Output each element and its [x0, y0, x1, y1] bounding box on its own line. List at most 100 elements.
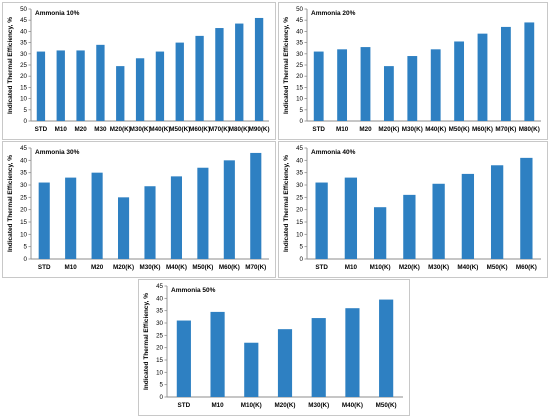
bar — [197, 167, 209, 259]
y-tick-label: 40 — [296, 157, 303, 164]
x-tick-label: M70(K) — [209, 126, 230, 133]
y-tick-label: 25 — [20, 62, 27, 69]
bar — [195, 35, 204, 121]
x-tick-label: M10 — [211, 402, 224, 409]
x-tick-label: M20(K) — [110, 126, 131, 133]
chart-title: Ammonia 50% — [171, 287, 216, 294]
bar — [118, 197, 130, 259]
x-tick-label: M10 — [345, 264, 358, 271]
bar — [461, 173, 475, 259]
y-tick-label: 40 — [156, 295, 163, 302]
y-tick-label: 35 — [156, 308, 163, 315]
chart-title: Ammonia 30% — [35, 149, 80, 156]
x-tick-label: M10 — [336, 126, 349, 133]
bar — [144, 186, 156, 259]
y-tick-label: 20 — [296, 207, 303, 214]
x-tick-label: M20(K) — [399, 264, 420, 271]
x-tick-label: STD — [178, 402, 191, 409]
bar — [379, 299, 394, 397]
bar — [490, 165, 504, 259]
x-tick-label: M60(K) — [219, 264, 240, 271]
x-tick-label: M40(K) — [149, 126, 170, 133]
y-tick-label: 35 — [296, 170, 303, 177]
y-tick-label: 5 — [300, 244, 304, 251]
y-tick-label: 45 — [296, 145, 303, 152]
bar — [500, 26, 511, 122]
x-tick-label: M30(K) — [308, 402, 329, 409]
y-tick-label: 10 — [156, 369, 163, 376]
bar — [315, 182, 328, 259]
y-tick-label: 0 — [300, 118, 304, 125]
y-tick-label: 25 — [296, 194, 303, 201]
x-tick-label: M10(K) — [241, 402, 262, 409]
y-tick-label: 30 — [296, 182, 303, 189]
y-tick-label: 15 — [20, 219, 27, 226]
y-tick-label: 25 — [20, 194, 27, 201]
x-tick-label: M20(K) — [275, 402, 296, 409]
y-tick-label: 25 — [156, 332, 163, 339]
y-tick-label: 0 — [24, 256, 28, 263]
y-tick-label: 20 — [20, 73, 27, 80]
x-tick-label: M70(K) — [495, 126, 516, 133]
chart-title: Ammonia 10% — [35, 10, 80, 17]
bar — [373, 207, 387, 259]
y-tick-label: 10 — [296, 96, 303, 103]
bar — [250, 152, 262, 259]
bar — [91, 172, 103, 259]
bar — [155, 51, 165, 122]
x-tick-label: M90(K) — [249, 126, 270, 133]
y-tick-label: 30 — [296, 51, 303, 58]
chart-title: Ammonia 20% — [311, 10, 356, 17]
y-tick-label: 15 — [20, 84, 27, 91]
x-tick-label: M20 — [91, 264, 104, 271]
bar — [254, 17, 264, 121]
x-tick-label: M20 — [359, 126, 372, 133]
y-tick-label: 5 — [24, 107, 28, 114]
bar — [176, 320, 191, 397]
y-axis-label: Indicated Thermal Efficiency, % — [283, 16, 290, 114]
y-tick-label: 20 — [20, 207, 27, 214]
bar — [215, 28, 224, 121]
bar — [430, 49, 441, 121]
y-tick-label: 0 — [300, 256, 304, 263]
x-tick-label: M50(K) — [487, 264, 508, 271]
bar — [175, 42, 184, 121]
x-tick-label: M30(K) — [130, 126, 151, 133]
bar — [210, 311, 225, 397]
y-tick-label: 45 — [20, 17, 27, 24]
bar — [235, 23, 244, 122]
y-axis-label: Indicated Thermal Efficiency, % — [143, 292, 150, 390]
bar — [524, 22, 535, 121]
x-tick-label: M40(K) — [166, 264, 187, 271]
y-tick-label: 5 — [300, 107, 304, 114]
bar — [454, 41, 465, 122]
x-tick-label: M10(K) — [370, 264, 391, 271]
y-tick-label: 35 — [20, 40, 27, 47]
x-tick-label: M40(K) — [342, 402, 363, 409]
y-axis-label: Indicated Thermal Efficiency, % — [7, 16, 14, 114]
x-tick-label: M10 — [55, 126, 68, 133]
chart-panel-ammonia-50: 0 5 10 15 20 25 30 35 40 45 STD M10 M10(K) M20(K) M30(… — [138, 279, 410, 416]
x-tick-label: STD — [38, 264, 51, 271]
x-tick-label: M50(K) — [449, 126, 470, 133]
bar — [432, 183, 445, 259]
x-tick-label: STD — [312, 126, 325, 133]
bar — [56, 50, 65, 121]
bar — [407, 56, 418, 121]
y-tick-label: 10 — [20, 96, 27, 103]
bar — [96, 44, 105, 122]
bar — [311, 318, 326, 397]
y-tick-label: 30 — [20, 51, 27, 58]
x-tick-label: M30 — [94, 126, 107, 133]
y-tick-label: 40 — [20, 157, 27, 164]
x-tick-label: M20 — [74, 126, 87, 133]
bar — [344, 177, 358, 259]
x-tick-label: M30(K) — [140, 264, 161, 271]
chart-svg: 0 5 10 15 20 25 30 35 40 45 STD M10 M20 M20(K) M30(K) M… — [20, 145, 269, 271]
y-tick-label: 50 — [296, 6, 303, 13]
x-tick-label: M60(K) — [516, 264, 537, 271]
bar — [337, 49, 348, 121]
bar — [360, 47, 371, 121]
bar — [383, 66, 394, 121]
x-tick-label: M50(K) — [192, 264, 213, 271]
